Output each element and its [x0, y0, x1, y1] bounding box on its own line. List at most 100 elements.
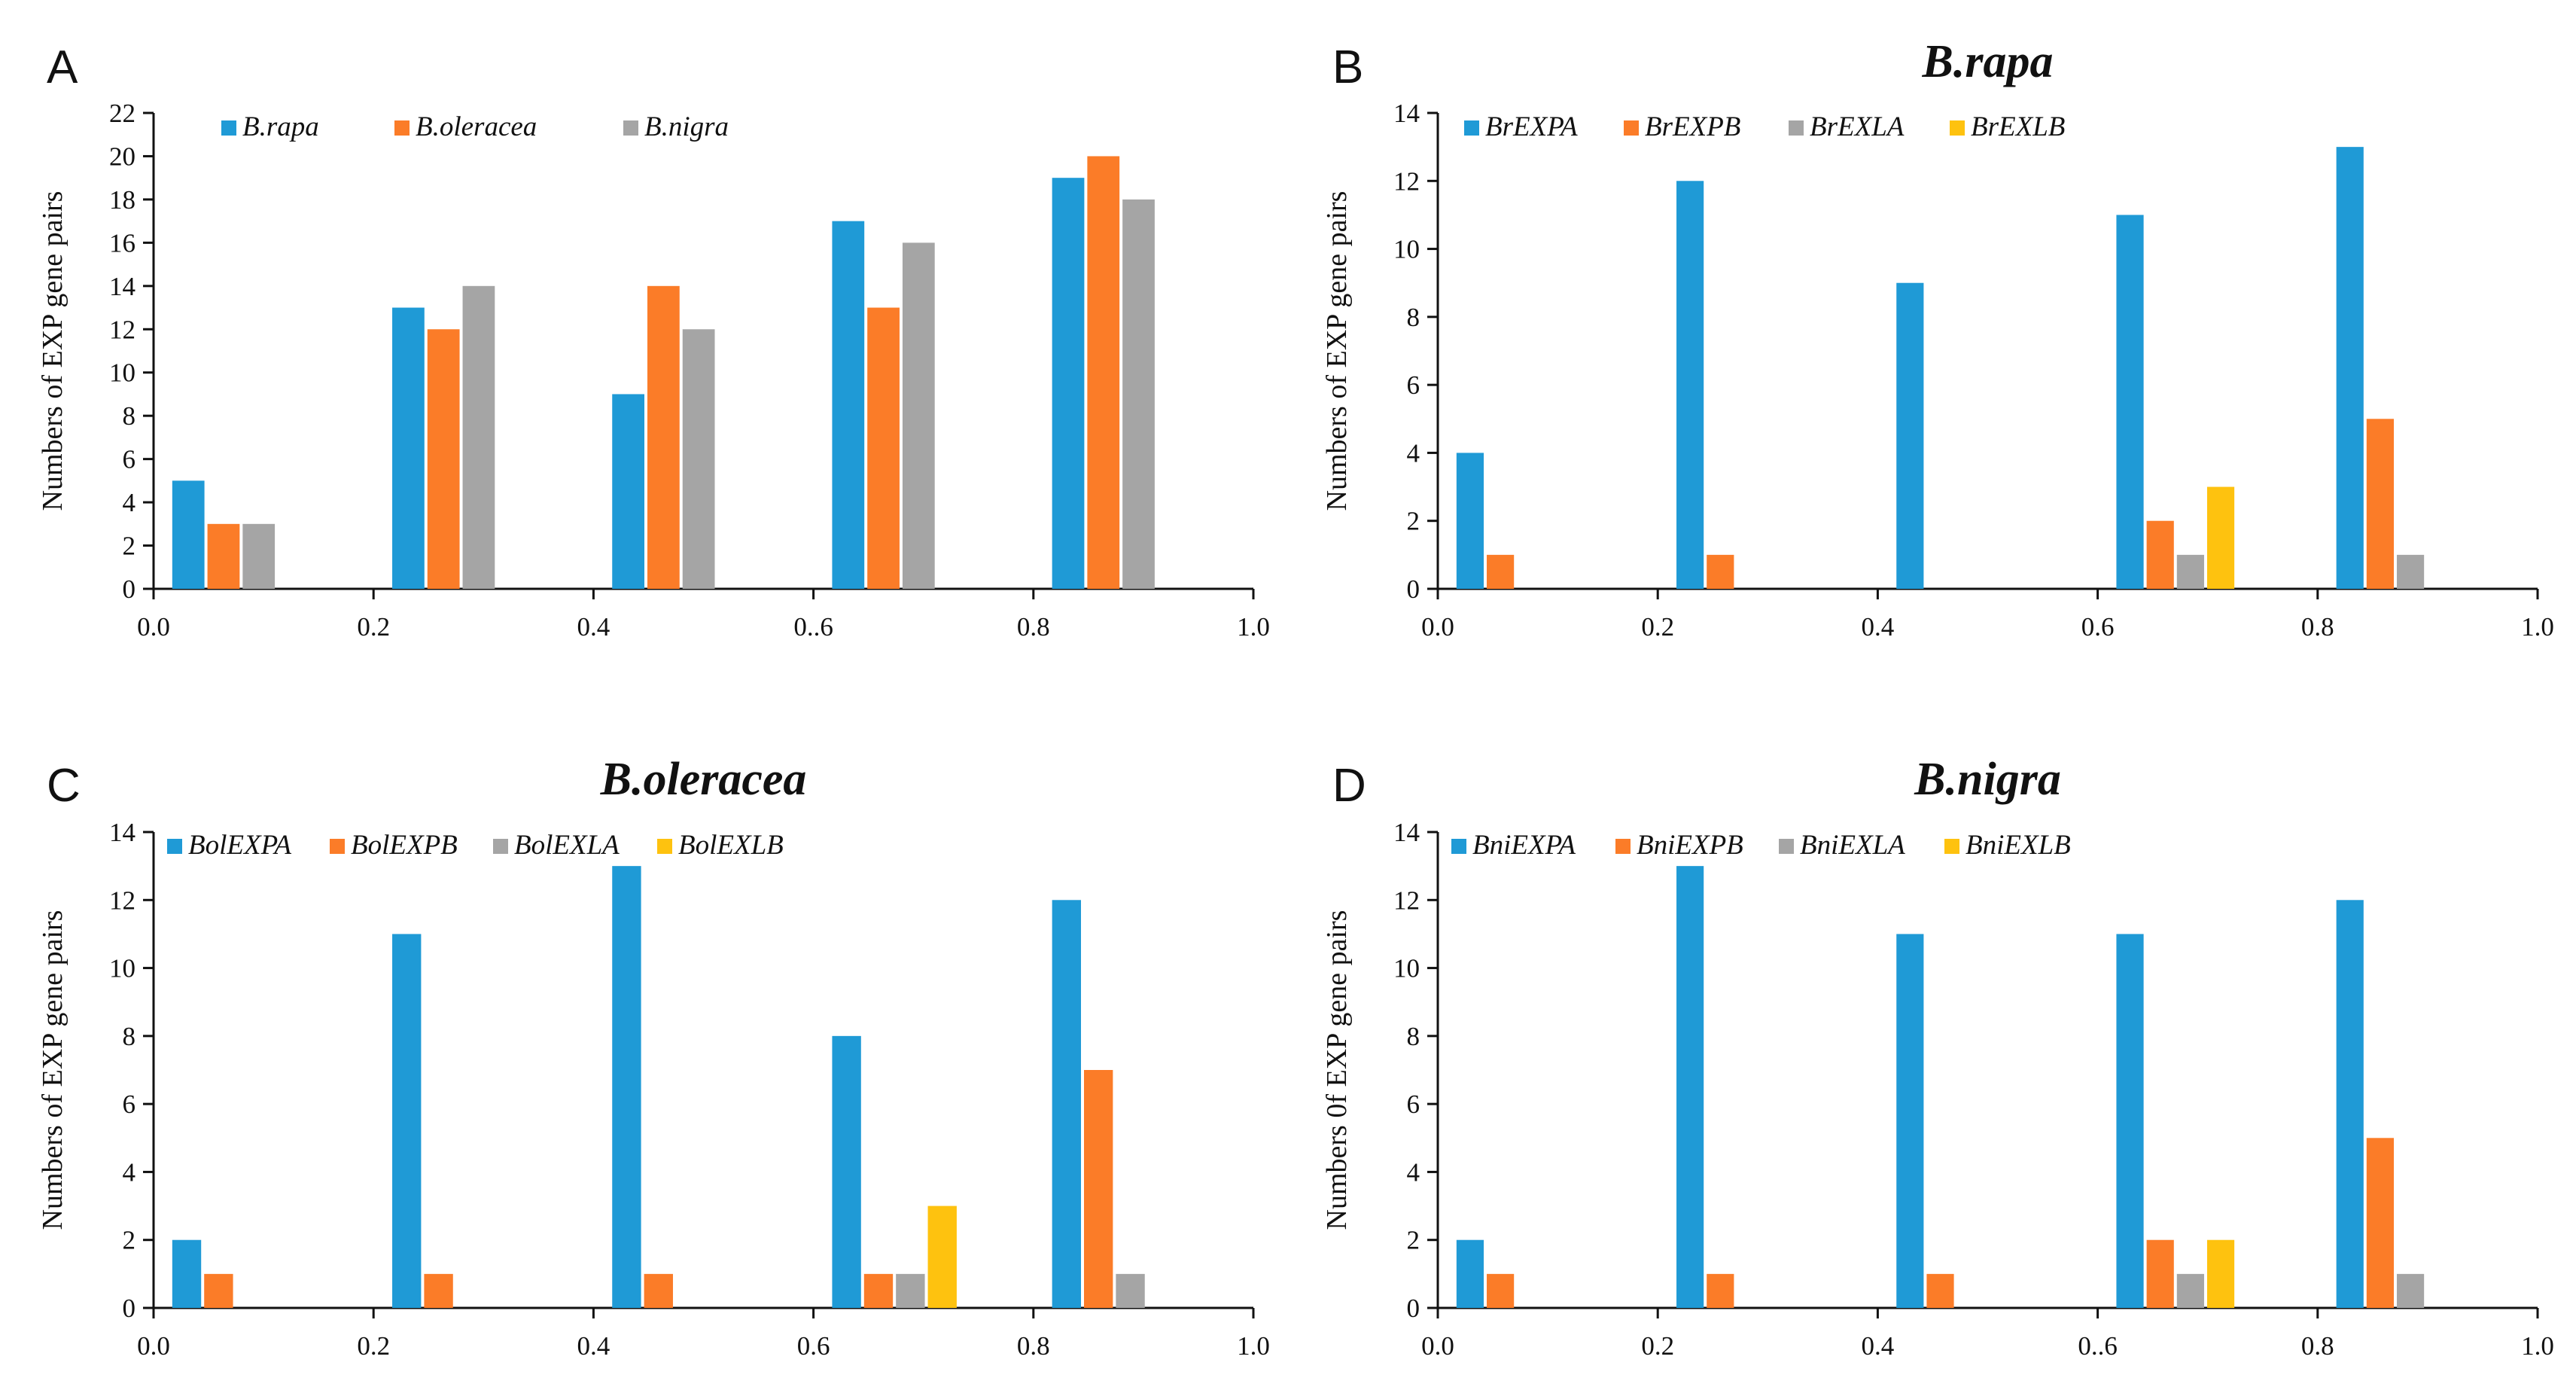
bar-bniexpb-4	[2146, 1239, 2174, 1308]
y-tick-label: 12	[1393, 166, 1420, 196]
bar-brexpa-4	[2116, 215, 2144, 589]
bar-brexpb-2	[1707, 554, 1734, 589]
y-tick-label: 12	[109, 886, 135, 915]
x-tick-label: 0..6	[793, 612, 833, 642]
bar-bniexpa-5	[2336, 900, 2364, 1308]
x-tick-label: 1.0	[2521, 1331, 2554, 1361]
legend-swatch	[1615, 839, 1631, 854]
bar-brexlb-4	[2206, 486, 2235, 589]
legend-label: BniEXLA	[1800, 830, 1905, 861]
chart-panel-b: B B.rapa 0 2 4 6 8 10 12 14 0.0 0.2 0.4 0.6 0.8 1.0 Numb…	[1321, 36, 2554, 642]
chart-panel-d: D B.nigra 0 2 4 6 8 10 12 14 0.0 0.2 0.4 0..6 0.8 1.0 Nu…	[1321, 754, 2554, 1361]
legend-swatch	[1451, 839, 1466, 854]
y-tick-label: 10	[1393, 235, 1420, 264]
y-axis-label: Numbers of EXP gene pairs	[37, 910, 69, 1230]
bar-b-oleracea-3	[647, 285, 680, 589]
x-tick-label: 0.8	[2301, 1331, 2334, 1361]
x-tick-label: 1.0	[1237, 612, 1270, 642]
panel-label: D	[1332, 760, 1366, 812]
y-tick-label: 8	[1407, 1022, 1420, 1051]
bar-b-oleracea-4	[867, 307, 900, 589]
legend-label: BolEXPB	[351, 830, 458, 861]
y-tick-label: 2	[1407, 507, 1420, 536]
y-tick-label: 22	[109, 99, 135, 128]
bar-brexpa-2	[1676, 181, 1704, 590]
legend-swatch	[330, 839, 345, 854]
bar-b-nigra-4	[902, 242, 935, 589]
x-tick-label: 1.0	[1237, 1331, 1270, 1361]
y-tick-label: 8	[123, 401, 136, 431]
bar-brexpb-5	[2366, 419, 2394, 589]
bar-brexpa-3	[1896, 282, 1924, 589]
y-axis-label: Numbers of EXP gene pairs	[1321, 191, 1353, 511]
x-tick-label: 0.2	[357, 1331, 390, 1361]
legend-swatch	[394, 120, 410, 136]
y-tick-label: 14	[1393, 99, 1420, 128]
bar-b-nigra-1	[242, 523, 276, 589]
legend-swatch	[1789, 120, 1804, 136]
bar-b-oleracea-2	[427, 329, 460, 589]
bar-bniexpb-3	[1926, 1273, 1954, 1308]
x-tick-label: 1.0	[2521, 612, 2554, 642]
bar-b-rapa-3	[612, 394, 644, 589]
legend-swatch	[167, 839, 182, 854]
x-tick-label: 0.2	[357, 612, 390, 642]
y-tick-label: 6	[123, 445, 136, 474]
legend-swatch	[657, 839, 672, 854]
legend-label: BolEXLB	[678, 830, 784, 861]
legend-swatch	[1624, 120, 1639, 136]
x-tick-label: 0.0	[137, 612, 170, 642]
x-tick-label: 0.4	[1862, 1331, 1895, 1361]
bar-bolexpa-3	[612, 866, 641, 1308]
x-tick-label: 0.8	[1017, 612, 1050, 642]
chart-panel-c: C B.oleracea 0 2 4 6 8 10 12 14 0.0 0.2 0.4 0.6 0.8 1.0…	[37, 754, 1270, 1361]
legend-label: BolEXLA	[514, 830, 620, 861]
y-tick-label: 8	[123, 1022, 136, 1051]
y-tick-label: 4	[1407, 1157, 1420, 1187]
legend-label: B.oleracea	[416, 111, 537, 142]
y-tick-label: 4	[123, 488, 136, 517]
bar-bniexpa-2	[1676, 866, 1704, 1308]
chart-title: B.nigra	[1914, 754, 2061, 805]
y-tick-label: 4	[1407, 438, 1420, 468]
y-tick-label: 10	[109, 358, 135, 388]
bar-brexpa-5	[2336, 147, 2364, 590]
panel-label: B	[1332, 41, 1363, 93]
bar-brexla-4	[2176, 554, 2204, 589]
y-tick-label: 2	[1407, 1226, 1420, 1255]
y-tick-label: 10	[1393, 954, 1420, 983]
bar-bniexla-5	[2396, 1273, 2425, 1308]
bar-b-rapa-1	[172, 480, 205, 589]
legend-label: BrEXPA	[1485, 111, 1578, 142]
bar-b-nigra-3	[682, 329, 715, 589]
y-tick-label: 0	[1407, 575, 1420, 604]
y-tick-label: 0	[1407, 1294, 1420, 1323]
x-tick-label: 0.8	[2301, 612, 2334, 642]
bar-brexpb-4	[2146, 520, 2174, 589]
bar-brexpb-1	[1487, 554, 1515, 589]
bar-b-nigra-5	[1122, 199, 1155, 590]
y-tick-label: 18	[109, 185, 135, 215]
y-tick-label: 8	[1407, 303, 1420, 332]
bar-bolexpb-5	[1084, 1070, 1113, 1308]
x-tick-label: 0.4	[1862, 612, 1895, 642]
y-tick-label: 10	[109, 954, 135, 983]
bar-bniexpa-1	[1456, 1239, 1484, 1308]
legend-swatch	[1464, 120, 1479, 136]
bar-b-rapa-2	[392, 307, 425, 589]
bar-bniexpa-4	[2116, 934, 2144, 1308]
y-tick-label: 0	[123, 575, 136, 604]
legend-swatch	[493, 839, 508, 854]
chart-panel-a: A 0 2 4 6 8 10 12 14 16 18 20 22 0.0 0.2 0.4 0..6 0.8 1.0 N…	[37, 41, 1270, 642]
legend-label: BniEXLB	[1965, 830, 2071, 861]
bar-brexla-5	[2396, 554, 2425, 589]
bar-bolexlb-4	[927, 1206, 957, 1308]
bar-brexpa-1	[1456, 453, 1484, 589]
x-tick-label: 0.8	[1017, 1331, 1050, 1361]
y-tick-label: 16	[109, 228, 135, 258]
y-tick-label: 12	[109, 315, 135, 344]
x-tick-label: 0.6	[797, 1331, 830, 1361]
bar-bniexpb-1	[1487, 1273, 1515, 1308]
legend-label: BrEXLB	[1971, 111, 2065, 142]
bar-bolexpb-2	[424, 1273, 453, 1308]
